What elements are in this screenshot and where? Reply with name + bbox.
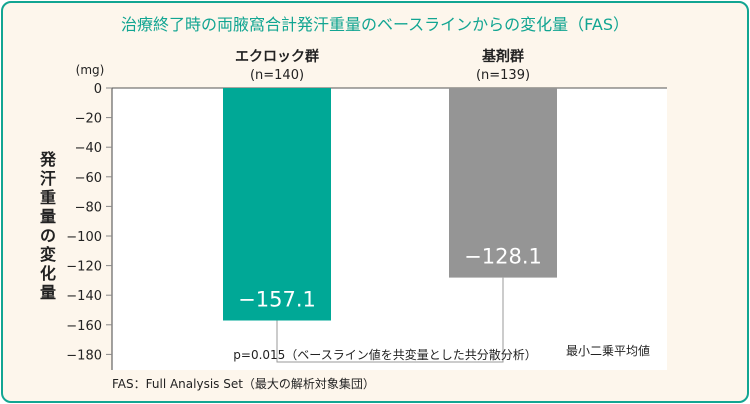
- y-axis-label-char: 量: [40, 207, 56, 226]
- bar: [449, 88, 557, 278]
- y-tick-label: −40: [75, 141, 102, 156]
- plot-area: [112, 88, 667, 370]
- y-tick-label: −140: [66, 289, 102, 304]
- p-value-annotation: p=0.015（ベースライン値を共変量とした共分散分析）: [233, 347, 536, 362]
- chart-title: 治療終了時の両腋窩合計発汗重量のベースラインからの変化量（FAS）: [121, 15, 629, 34]
- ls-mean-note: 最小二乗平均値: [566, 343, 650, 358]
- y-axis-label-char: 重: [40, 188, 56, 207]
- y-unit: (mg): [76, 63, 105, 77]
- y-axis-label-char: 発: [39, 150, 57, 169]
- footnote: FAS：Full Analysis Set（最大の解析対象集団）: [112, 376, 375, 391]
- category-n: (n=140): [250, 68, 304, 83]
- category-n: (n=139): [476, 68, 530, 83]
- y-tick-label: −60: [75, 171, 102, 186]
- y-tick-label: −120: [66, 260, 102, 275]
- significance-bracket: [276, 277, 504, 363]
- y-tick-label: −100: [66, 230, 102, 245]
- y-tick-label: −80: [75, 200, 102, 215]
- y-axis-label-char: 量: [40, 283, 56, 302]
- y-tick-label: −180: [66, 348, 102, 363]
- y-axis-label-char: 変: [40, 245, 56, 264]
- data-label: −128.1: [464, 245, 542, 269]
- category-label: 基剤群: [482, 48, 524, 65]
- y-tick-label: 0: [94, 82, 102, 97]
- y-tick-label: −20: [75, 112, 102, 127]
- category-label: エクロック群: [235, 48, 319, 65]
- data-label: −157.1: [238, 288, 316, 312]
- y-axis-label-char: 汗: [40, 169, 56, 188]
- bar: [223, 88, 331, 321]
- y-tick-label: −160: [66, 319, 102, 334]
- y-axis-label-char: 化: [40, 264, 56, 283]
- y-axis-label-char: の: [40, 226, 56, 245]
